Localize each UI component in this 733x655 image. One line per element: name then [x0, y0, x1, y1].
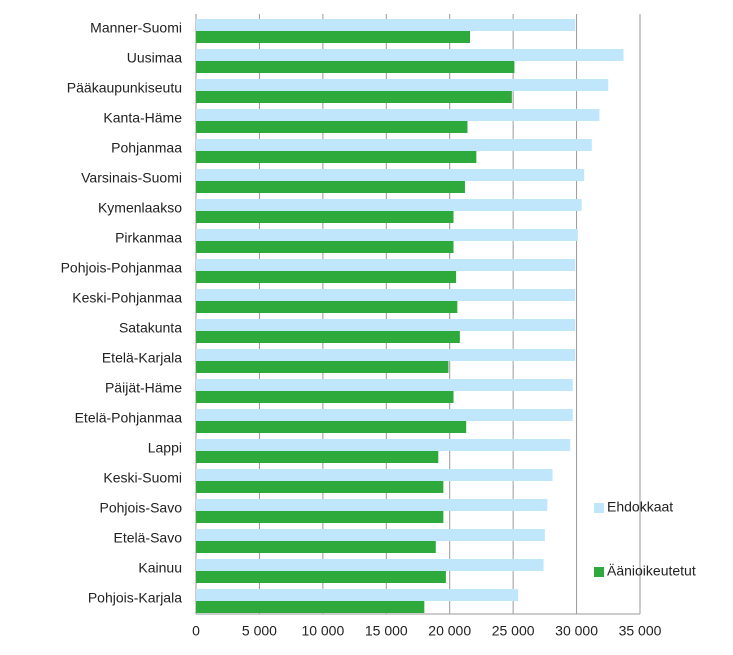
- legend-label: Ehdokkaat: [607, 499, 673, 515]
- y-tick-label: Uusimaa: [127, 50, 182, 66]
- legend-label: Äänioikeutetut: [607, 563, 696, 579]
- bar: [196, 349, 576, 361]
- x-tick-label: 15 000: [365, 623, 408, 639]
- bar: [196, 241, 454, 253]
- bar: [196, 421, 467, 433]
- bar: [196, 259, 576, 271]
- bar: [196, 31, 471, 43]
- y-tick-label: Satakunta: [119, 320, 182, 336]
- bar: [196, 181, 465, 193]
- bar: [196, 121, 468, 133]
- y-tick-label: Keski-Pohjanmaa: [72, 290, 182, 306]
- bar: [196, 511, 444, 523]
- bar: [196, 319, 576, 331]
- y-tick-label: Etelä-Pohjanmaa: [75, 410, 183, 426]
- bar: [196, 529, 545, 541]
- bar: [196, 451, 439, 463]
- y-tick-label: Kainuu: [138, 560, 182, 576]
- bar: [196, 439, 571, 451]
- bar: [196, 91, 512, 103]
- bar: [196, 601, 425, 613]
- y-tick-label: Varsinais-Suomi: [81, 170, 182, 186]
- bar: [196, 409, 573, 421]
- y-tick-label: Pääkaupunkiseutu: [67, 80, 182, 96]
- y-tick-label: Lappi: [148, 440, 182, 456]
- legend-swatch: [594, 567, 604, 577]
- x-tick-label: 0: [192, 623, 200, 639]
- bar: [196, 361, 449, 373]
- bar: [196, 61, 515, 73]
- y-tick-label: Pirkanmaa: [115, 230, 182, 246]
- y-tick-label: Pohjois-Savo: [100, 500, 183, 516]
- y-tick-label: Pohjois-Pohjanmaa: [61, 260, 183, 276]
- bar: [196, 151, 477, 163]
- bar: [196, 379, 573, 391]
- bar: [196, 139, 592, 151]
- x-tick-label: 30 000: [555, 623, 598, 639]
- bar: [196, 109, 600, 121]
- y-tick-label: Pohjois-Karjala: [88, 590, 182, 606]
- bar: [196, 559, 544, 571]
- legend-swatch: [594, 503, 604, 513]
- bar: [196, 571, 446, 583]
- bar: [196, 331, 460, 343]
- y-tick-label: Keski-Suomi: [103, 470, 182, 486]
- bar: [196, 391, 454, 403]
- bar: [196, 289, 576, 301]
- y-tick-label: Pohjanmaa: [111, 140, 182, 156]
- x-tick-label: 5 000: [242, 623, 277, 639]
- bar: [196, 271, 457, 283]
- y-tick-label: Kanta-Häme: [103, 110, 182, 126]
- bar: [196, 301, 458, 313]
- bar: [196, 79, 609, 91]
- y-tick-label: Päijät-Häme: [105, 380, 182, 396]
- y-tick-label: Etelä-Savo: [114, 530, 183, 546]
- y-tick-label: Manner-Suomi: [90, 20, 182, 36]
- bar: [196, 499, 548, 511]
- bar: [196, 589, 519, 601]
- y-tick-label: Kymenlaakso: [98, 200, 182, 216]
- bar: [196, 211, 454, 223]
- bar: [196, 19, 576, 31]
- y-tick-label: Etelä-Karjala: [102, 350, 182, 366]
- bar: [196, 49, 624, 61]
- bar: [196, 169, 585, 181]
- x-tick-label: 35 000: [619, 623, 662, 639]
- x-tick-label: 25 000: [492, 623, 535, 639]
- bar: [196, 481, 444, 493]
- bar: [196, 541, 436, 553]
- x-tick-label: 10 000: [301, 623, 344, 639]
- x-tick-label: 20 000: [428, 623, 471, 639]
- bar: [196, 469, 553, 481]
- bar: [196, 199, 582, 211]
- bar: [196, 229, 578, 241]
